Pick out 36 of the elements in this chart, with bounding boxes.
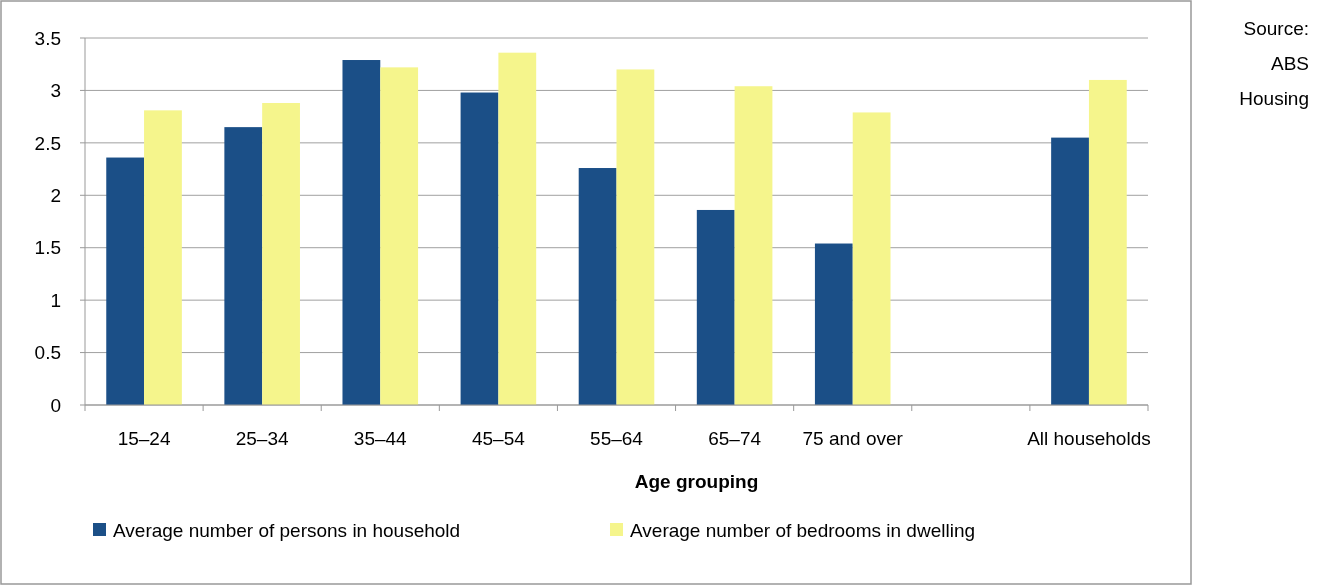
bar (814, 243, 853, 405)
y-tick-label: 2.5 (34, 132, 61, 154)
x-axis-title: Age grouping (634, 471, 759, 492)
bar (144, 110, 182, 405)
bar (1088, 79, 1127, 405)
bar (1051, 137, 1089, 405)
bar (380, 67, 419, 405)
source-note: Source: ABS Housing (1239, 18, 1309, 109)
x-tick-label: 35–44 (353, 428, 408, 449)
y-tick-label: 1.5 (34, 237, 61, 259)
x-tick-label: 25–34 (235, 428, 290, 449)
bar (460, 92, 499, 405)
bar (616, 69, 655, 405)
bar (224, 127, 263, 405)
x-tick-label: 45–54 (471, 428, 526, 449)
bar (106, 157, 145, 405)
bar (696, 209, 735, 405)
bar (734, 86, 773, 405)
x-tick-label: 55–64 (590, 428, 644, 449)
bar (578, 168, 617, 405)
bar (342, 60, 381, 405)
x-tick-label: 15–24 (117, 428, 171, 449)
bar (498, 52, 537, 405)
x-tick-label: 65–74 (708, 428, 762, 449)
y-tick-label: 1 (50, 289, 61, 311)
x-tick-label: All households (1027, 428, 1151, 449)
legend-label: Average number of persons in household (113, 519, 461, 541)
legend-label: Average number of bedrooms in dwelling (630, 519, 976, 541)
x-tick-label: 75 and over (802, 428, 904, 449)
y-tick-label: 2 (50, 184, 61, 206)
bar (852, 112, 891, 405)
y-tick-label: 3.5 (34, 27, 61, 49)
y-tick-label: 3 (50, 80, 61, 102)
y-tick-label: 0.5 (34, 342, 61, 364)
y-tick-label: 0 (50, 394, 61, 416)
bar (262, 103, 300, 405)
